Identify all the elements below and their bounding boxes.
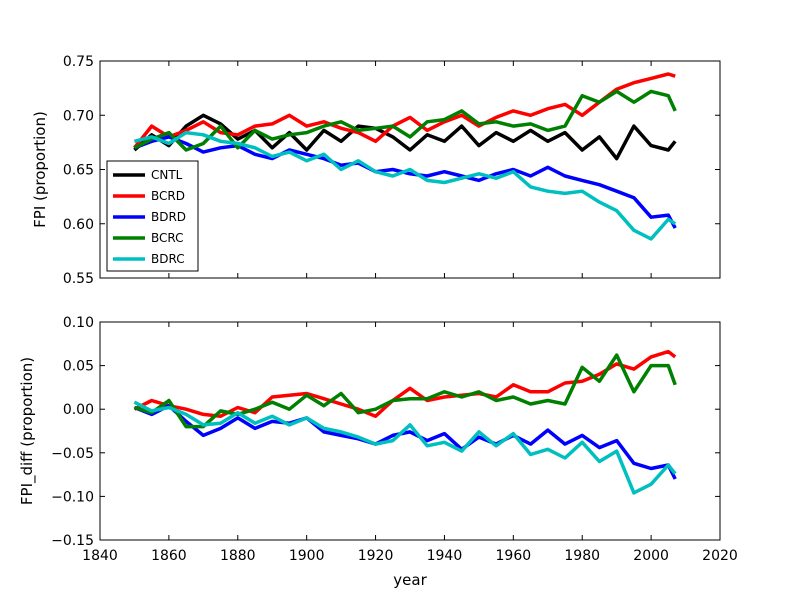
top-y-tick-label: 0.75: [63, 54, 94, 70]
x-tick-label: 1900: [289, 548, 325, 564]
bottom-y-tick-label: −0.05: [51, 446, 94, 462]
top-series-cntl-line: [133, 113, 677, 161]
x-tick-label: 2000: [633, 548, 669, 564]
x-tick-label: 1940: [427, 548, 463, 564]
bottom-y-tick-label: −0.15: [51, 533, 94, 549]
bottom-y-tick-label: −0.10: [51, 489, 94, 505]
top-y-tick-label: 0.70: [63, 108, 94, 124]
x-tick-label: 1920: [358, 548, 394, 564]
top-series-bcrc-line: [133, 89, 677, 152]
legend-label-bdrd: BDRD: [151, 210, 186, 224]
top-series-bdrd-line: [133, 135, 677, 229]
bottom-y-tick-label: 0.05: [63, 359, 94, 375]
top-y-axis-label: FPI (proportion): [31, 111, 49, 228]
x-tick-label: 1880: [220, 548, 256, 564]
bottom-series-bcrc-line: [133, 353, 677, 429]
bottom-y-tick-label: 0.10: [63, 315, 94, 331]
legend-label-bcrd: BCRD: [151, 189, 185, 203]
bottom-panel-fpi-diff: 1840 1860 1880 1900 1920 1940 1960 1980 2000 2020…: [18, 315, 738, 589]
legend: CNTL BCRD BDRD BCRC BDRC: [106, 160, 199, 272]
bottom-y-axis-label: FPI_diff (proportion): [18, 357, 37, 505]
bottom-series-bdrc-line: [133, 400, 677, 495]
x-tick-label: 1960: [496, 548, 532, 564]
x-tick-label: 1980: [564, 548, 600, 564]
bottom-y-tick-label: 0.00: [63, 402, 94, 418]
top-y-tick-label: 0.60: [63, 217, 94, 233]
top-panel-fpi: 0.55 0.60 0.65 0.70 0.75 FPI (proportion) CNTL…: [31, 54, 721, 287]
x-axis-label: year: [393, 571, 427, 589]
bottom-series-bdrd-line: [133, 403, 677, 480]
legend-label-bdrc: BDRC: [151, 252, 185, 266]
x-tick-label: 1860: [151, 548, 187, 564]
bottom-axes-frame: [99, 321, 721, 541]
legend-label-bcrc: BCRC: [151, 231, 184, 245]
top-y-tick-label: 0.55: [63, 271, 94, 287]
x-tick-label: 2020: [702, 548, 738, 564]
legend-label-cntl: CNTL: [151, 168, 183, 182]
top-series-bdrc-line: [133, 130, 677, 241]
top-y-tick-label: 0.65: [63, 163, 94, 179]
x-tick-label: 1840: [82, 548, 118, 564]
